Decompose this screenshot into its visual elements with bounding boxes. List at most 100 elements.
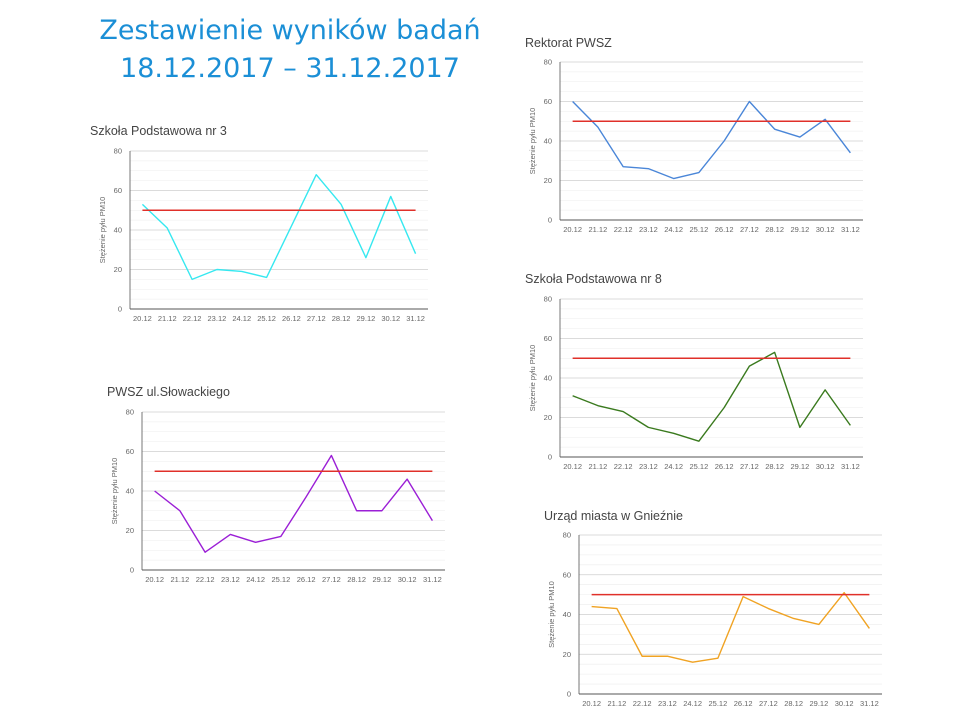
- x-tick-label: 27.12: [759, 699, 778, 708]
- x-tick-label: 29.12: [790, 225, 809, 234]
- x-tick-label: 31.12: [423, 575, 442, 584]
- y-axis-label: Stężenie pyłu PM10: [528, 345, 537, 412]
- y-axis-label: Stężenie pyłu PM10: [547, 581, 556, 648]
- series-line-pm10: [572, 351, 851, 442]
- x-tick-label: 20.12: [563, 225, 582, 234]
- x-tick-label: 27.12: [307, 314, 326, 323]
- x-tick-label: 24.12: [683, 699, 702, 708]
- y-axis-label: Stężenie pyłu PM10: [528, 108, 537, 175]
- y-tick-label: 40: [126, 487, 134, 496]
- x-tick-label: 26.12: [715, 225, 734, 234]
- y-tick-label: 60: [544, 334, 552, 343]
- x-tick-label: 20.12: [133, 314, 152, 323]
- x-tick-label: 25.12: [708, 699, 727, 708]
- y-tick-label: 60: [544, 97, 552, 106]
- x-tick-label: 24.12: [664, 462, 683, 471]
- x-tick-label: 29.12: [357, 314, 376, 323]
- chart-szkola-podstawowa-8: Szkoła Podstawowa nr 8 0 20 40 60 80 20.12 21.…: [525, 272, 865, 472]
- y-tick-label: 0: [130, 566, 134, 575]
- x-tick-label: 21.12: [607, 699, 626, 708]
- x-tick-label: 28.12: [332, 314, 351, 323]
- x-tick-label: 27.12: [740, 462, 759, 471]
- x-tick-label: 22.12: [183, 314, 202, 323]
- x-tick-label: 24.12: [232, 314, 251, 323]
- chart-title: Urząd miasta w Gnieźnie: [544, 509, 683, 523]
- y-tick-label: 20: [544, 176, 552, 185]
- y-tick-label: 20: [126, 526, 134, 535]
- x-tick-label: 20.12: [145, 575, 164, 584]
- y-tick-label: 40: [544, 137, 552, 146]
- x-tick-label: 30.12: [835, 699, 854, 708]
- page-title-line-2: 18.12.2017 – 31.12.2017: [120, 53, 460, 84]
- chart-rektorat-pwsz: Rektorat PWSZ 0 20 40 60 80 20.12 21.12 22.12 23…: [525, 36, 865, 236]
- x-tick-label: 28.12: [784, 699, 803, 708]
- y-tick-label: 20: [563, 650, 571, 659]
- x-tick-label: 22.12: [196, 575, 215, 584]
- series-line-pm10: [591, 591, 870, 663]
- x-tick-label: 21.12: [158, 314, 177, 323]
- x-tick-label: 21.12: [170, 575, 189, 584]
- x-tick-label: 28.12: [765, 225, 784, 234]
- y-tick-label: 40: [114, 226, 122, 235]
- x-tick-label: 30.12: [381, 314, 400, 323]
- page-title: Zestawienie wyników badań 18.12.2017 – 3…: [60, 12, 520, 88]
- chart-plot: 0 20 40 60 80 20.12 21.12 22.12 23.12 24.12 25.12 2…: [528, 295, 863, 471]
- x-tick-label: 25.12: [689, 225, 708, 234]
- x-tick-label: 25.12: [689, 462, 708, 471]
- x-tick-label: 23.12: [639, 462, 658, 471]
- x-tick-label: 21.12: [588, 225, 607, 234]
- x-tick-label: 31.12: [841, 225, 860, 234]
- y-axis-label: Stężenie pyłu PM10: [110, 458, 119, 525]
- y-tick-label: 60: [126, 447, 134, 456]
- x-tick-label: 24.12: [664, 225, 683, 234]
- x-tick-label: 26.12: [734, 699, 753, 708]
- x-tick-label: 23.12: [658, 699, 677, 708]
- chart-szkola-podstawowa-3: Szkoła Podstawowa nr 3 0 20 40 60 80 20.12 21.…: [90, 124, 430, 324]
- x-tick-label: 26.12: [715, 462, 734, 471]
- y-tick-label: 80: [126, 408, 134, 417]
- series-line-pm10: [154, 454, 433, 553]
- x-tick-label: 20.12: [582, 699, 601, 708]
- x-tick-label: 26.12: [297, 575, 316, 584]
- x-tick-label: 23.12: [221, 575, 240, 584]
- series-line-pm10: [572, 100, 851, 180]
- x-tick-label: 20.12: [563, 462, 582, 471]
- chart-title: Rektorat PWSZ: [525, 36, 612, 50]
- y-tick-label: 20: [114, 265, 122, 274]
- x-tick-label: 27.12: [740, 225, 759, 234]
- x-tick-label: 21.12: [588, 462, 607, 471]
- x-tick-label: 31.12: [406, 314, 425, 323]
- x-tick-label: 29.12: [372, 575, 391, 584]
- series-line-pm10: [141, 174, 417, 281]
- x-tick-label: 31.12: [841, 462, 860, 471]
- chart-pwsz-slowackiego: PWSZ ul.Słowackiego 0 20 40 60 80 20.12 21.12 2…: [107, 385, 447, 585]
- y-tick-label: 60: [563, 570, 571, 579]
- x-tick-label: 24.12: [246, 575, 265, 584]
- y-tick-label: 40: [544, 374, 552, 383]
- y-tick-label: 40: [563, 610, 571, 619]
- x-tick-label: 31.12: [860, 699, 879, 708]
- chart-plot: 0 20 40 60 80 20.12 21.12 22.12 23.12 24.12 25.12 2…: [110, 408, 445, 584]
- chart-title: PWSZ ul.Słowackiego: [107, 385, 230, 399]
- x-tick-label: 30.12: [816, 462, 835, 471]
- chart-plot: 0 20 40 60 80 20.12 21.12 22.12 23.12 24.12 25.12 2…: [98, 147, 428, 323]
- y-axis-label: Stężenie pyłu PM10: [98, 197, 107, 264]
- chart-title: Szkoła Podstawowa nr 8: [525, 272, 662, 286]
- y-tick-label: 0: [548, 216, 552, 225]
- x-tick-label: 22.12: [614, 225, 633, 234]
- x-tick-label: 28.12: [347, 575, 366, 584]
- y-tick-label: 80: [544, 295, 552, 304]
- y-tick-label: 20: [544, 413, 552, 422]
- y-tick-label: 60: [114, 186, 122, 195]
- y-tick-label: 0: [548, 453, 552, 462]
- x-tick-label: 26.12: [282, 314, 301, 323]
- x-tick-label: 22.12: [614, 462, 633, 471]
- y-tick-label: 80: [114, 147, 122, 156]
- x-tick-label: 30.12: [398, 575, 417, 584]
- page-title-line-1: Zestawienie wyników badań: [99, 15, 481, 46]
- y-tick-label: 80: [563, 531, 571, 540]
- chart-title: Szkoła Podstawowa nr 3: [90, 124, 227, 138]
- x-tick-label: 29.12: [790, 462, 809, 471]
- x-tick-label: 27.12: [322, 575, 341, 584]
- chart-urzad-miasta-gniezno: Urząd miasta w Gnieźnie 0 20 40 60 80 20.12 21…: [544, 509, 884, 709]
